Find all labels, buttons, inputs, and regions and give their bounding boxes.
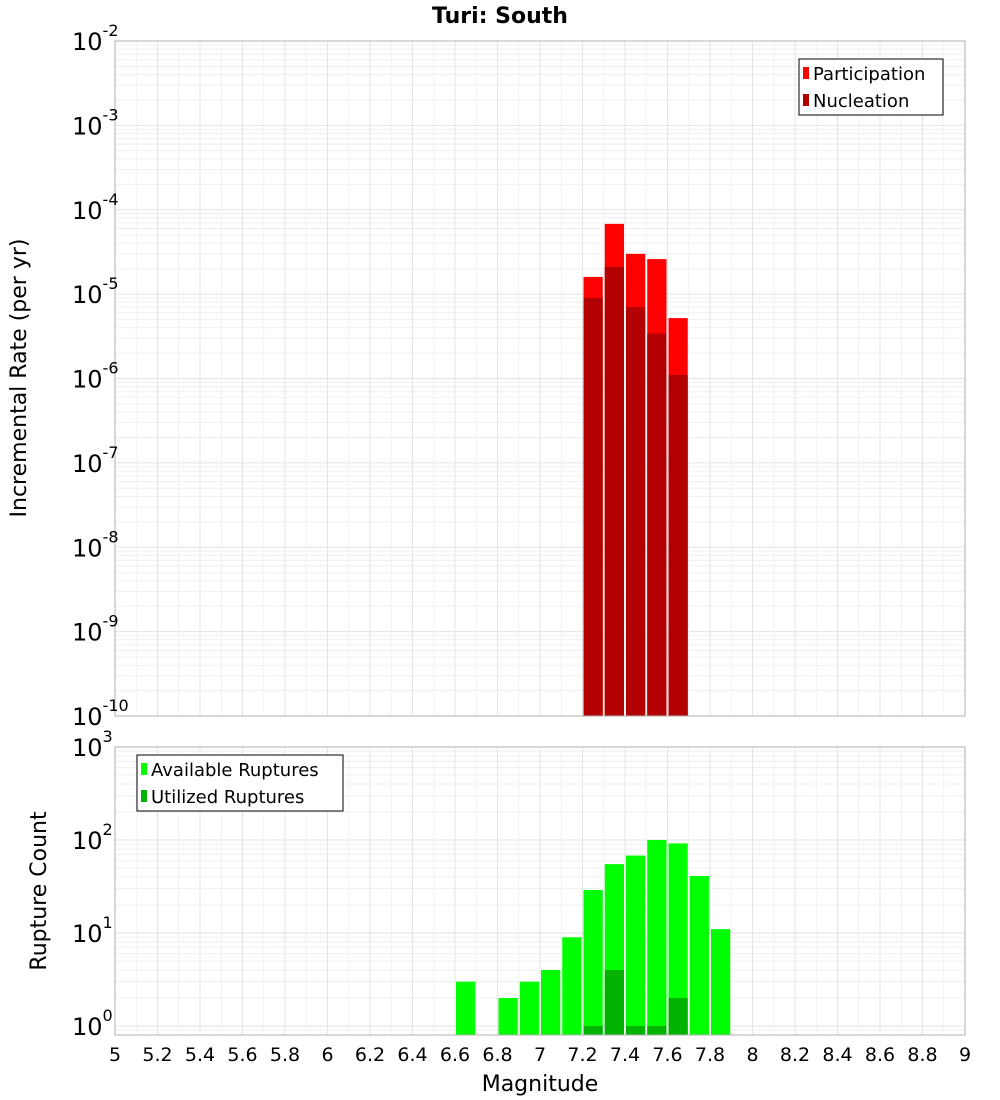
- x-axis-ticks: 5 5.2 5.4 5.6 5.8 6 6.2 6.4 6.6 6.8 7 7.2 7.4 7.6 7.8 8…: [109, 1044, 971, 1066]
- y-tick-label: 103: [72, 727, 113, 762]
- legend-swatch: [141, 790, 147, 802]
- plot-frame: [114, 746, 966, 1036]
- x-tick-label: 5: [109, 1044, 121, 1066]
- x-tick-label: 8.8: [907, 1044, 937, 1066]
- bar: [583, 297, 603, 716]
- y-tick-label: 10-3: [72, 105, 119, 140]
- chart-title: Turi: South: [432, 4, 568, 29]
- y-tick-label: 10-6: [72, 359, 119, 394]
- bar: [626, 307, 646, 716]
- legend: Available Ruptures Utilized Ruptures: [136, 754, 344, 812]
- x-tick-label: 5.8: [270, 1044, 300, 1066]
- x-tick-label: 5.2: [142, 1044, 172, 1066]
- bar: [668, 843, 688, 1035]
- x-tick-label: 5.4: [185, 1044, 215, 1066]
- y-tick-label: 10-5: [72, 274, 119, 309]
- bar: [562, 937, 582, 1035]
- y-axis-label-count: Rupture Count: [27, 811, 52, 971]
- x-tick-label: 8.2: [780, 1044, 810, 1066]
- bar: [583, 1025, 603, 1035]
- bar: [626, 855, 646, 1035]
- count-panel: 100 101 102 103 Available Ruptures Utilized R…: [72, 727, 966, 1041]
- y-tick-label: 10-2: [72, 21, 119, 56]
- legend-label: Utilized Ruptures: [151, 787, 304, 808]
- y-tick-label: 10-9: [72, 612, 119, 647]
- x-tick-label: 9: [959, 1044, 971, 1066]
- bar: [498, 997, 518, 1035]
- y-tick-label: 101: [72, 913, 113, 948]
- bar: [456, 981, 476, 1035]
- bar: [583, 889, 603, 1035]
- bar: [647, 1025, 667, 1035]
- legend-swatch: [803, 67, 809, 79]
- x-tick-label: 7.6: [652, 1044, 682, 1066]
- legend-label: Available Ruptures: [151, 760, 319, 781]
- x-tick-label: 7.2: [567, 1044, 597, 1066]
- legend-label: Nucleation: [813, 91, 909, 112]
- x-tick-label: 6.6: [440, 1044, 470, 1066]
- bar: [668, 375, 688, 716]
- bar: [689, 876, 709, 1035]
- bar: [647, 839, 667, 1035]
- bar: [519, 981, 539, 1035]
- y-axis-label-rate: Incremental Rate (per yr): [7, 239, 32, 518]
- y-tick-label: 10-7: [72, 443, 119, 478]
- x-tick-label: 6: [321, 1044, 333, 1066]
- grid: [114, 40, 966, 717]
- legend-box: [136, 754, 344, 812]
- x-tick-label: 8: [746, 1044, 758, 1066]
- y-tick-label: 102: [72, 820, 113, 855]
- x-tick-label: 7.4: [610, 1044, 640, 1066]
- x-tick-label: 5.6: [227, 1044, 257, 1066]
- y-tick-label: 10-8: [72, 527, 119, 562]
- bar: [604, 969, 624, 1035]
- series-utilized-ruptures: [583, 969, 688, 1035]
- x-tick-label: 6.4: [397, 1044, 427, 1066]
- x-tick-label: 8.6: [865, 1044, 895, 1066]
- x-tick-label: 7: [534, 1044, 546, 1066]
- plot-frame: [114, 40, 966, 717]
- bar: [541, 969, 561, 1035]
- bar: [668, 997, 688, 1035]
- legend-swatch: [803, 94, 809, 106]
- x-tick-label: 8.4: [822, 1044, 852, 1066]
- legend-swatch: [141, 763, 147, 775]
- bar: [626, 1025, 646, 1035]
- legend: Participation Nucleation: [798, 58, 944, 116]
- y-tick-label: 10-10: [72, 696, 129, 731]
- series-nucleation: [583, 266, 688, 716]
- legend-label: Participation: [813, 64, 925, 85]
- y-tick-label: 100: [72, 1006, 113, 1041]
- rate-panel: 10-10 10-9 10-8 10-7 10-6 10-5 10-4 10-3 10-2 Par…: [72, 21, 966, 731]
- x-tick-label: 7.8: [695, 1044, 725, 1066]
- x-tick-label: 6.2: [355, 1044, 385, 1066]
- bar: [604, 266, 624, 716]
- x-axis-label: Magnitude: [482, 1072, 599, 1097]
- x-tick-label: 6.8: [482, 1044, 512, 1066]
- bar: [647, 333, 667, 716]
- legend-box: [798, 58, 944, 116]
- y-tick-label: 10-4: [72, 190, 119, 225]
- series-available-ruptures: [456, 839, 731, 1035]
- bar: [711, 929, 731, 1035]
